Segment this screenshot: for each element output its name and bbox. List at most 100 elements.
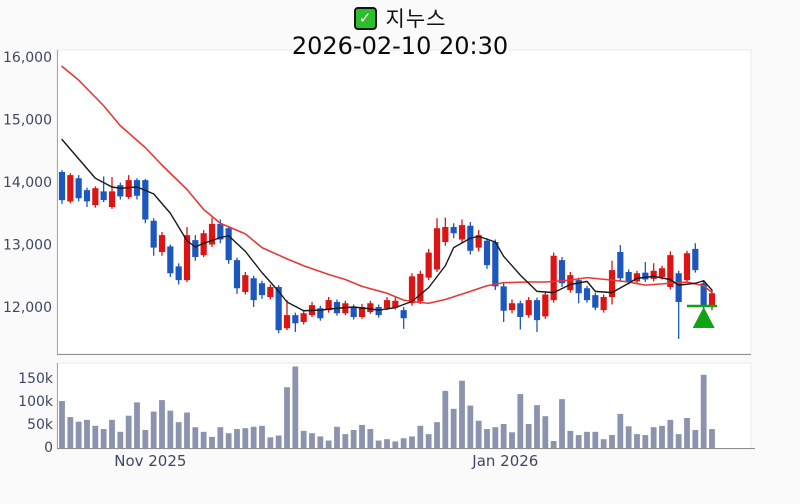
- candle-body: [358, 307, 366, 317]
- candle-body: [525, 300, 532, 316]
- volume-bar: [217, 427, 224, 448]
- volume-bar: [300, 430, 307, 448]
- volume-bar: [100, 429, 107, 448]
- candle-body: [208, 223, 216, 245]
- candle-body: [617, 252, 624, 279]
- candle-body: [350, 307, 357, 317]
- candle-body: [100, 191, 107, 201]
- volume-bar: [517, 394, 524, 448]
- candle-body: [150, 220, 157, 248]
- volume-bar: [250, 426, 257, 448]
- candle-body: [217, 223, 224, 240]
- volume-bar: [367, 429, 374, 448]
- volume-bar: [567, 430, 574, 448]
- volume-bar: [109, 419, 115, 448]
- candle-body: [683, 253, 691, 281]
- price-tick-label: 13,000: [3, 238, 52, 254]
- volume-bar: [242, 428, 249, 448]
- volume-bar: [542, 416, 549, 448]
- candle-body: [558, 260, 566, 284]
- volume-bar: [175, 422, 182, 448]
- volume-bar: [359, 424, 365, 448]
- candle-body: [692, 248, 699, 271]
- volume-bar: [267, 437, 274, 448]
- volume-bar: [634, 434, 640, 448]
- candle-body: [375, 307, 382, 316]
- volume-bar: [600, 439, 607, 448]
- volume-bar: [350, 429, 357, 448]
- volume-bar: [700, 374, 707, 448]
- price-tick-label: 12,000: [3, 300, 52, 316]
- volume-bar: [459, 380, 465, 448]
- volume-bar: [200, 431, 207, 448]
- candle-body: [292, 315, 299, 324]
- volume-bar: [84, 419, 90, 448]
- volume-bar: [59, 401, 65, 448]
- candle-body: [492, 242, 499, 287]
- candle-body: [200, 233, 207, 256]
- candle-body: [183, 235, 191, 281]
- candle-body: [608, 270, 616, 297]
- candle-body: [567, 275, 574, 291]
- candle-body: [483, 240, 491, 266]
- candle-body: [425, 252, 432, 278]
- candle-body: [158, 235, 166, 252]
- candle-body: [400, 310, 407, 319]
- volume-bar: [400, 438, 407, 448]
- candle-body: [417, 273, 424, 302]
- checked-checkbox-icon: ✓: [353, 6, 377, 30]
- candle-body: [592, 295, 599, 308]
- candle-body: [575, 280, 582, 294]
- candle-body: [383, 300, 391, 309]
- candle-body: [708, 293, 716, 306]
- volume-bar: [425, 434, 432, 448]
- volume-bar: [275, 435, 282, 448]
- candle-body: [517, 303, 524, 317]
- candle-body: [75, 178, 82, 199]
- volume-bar: [92, 425, 99, 448]
- volume-bar: [334, 426, 340, 448]
- volume-bar: [659, 425, 665, 448]
- volume-bar: [417, 425, 424, 448]
- volume-bar: [392, 441, 399, 448]
- volume-bar: [384, 439, 390, 448]
- candle-body: [700, 283, 707, 307]
- volume-tick-label: 50k: [27, 417, 54, 433]
- candle-body: [650, 270, 657, 279]
- volume-bar: [617, 413, 624, 448]
- stock-title: 지누스: [385, 7, 447, 31]
- volume-bar: [134, 402, 140, 448]
- volume-bar: [609, 435, 615, 448]
- volume-bar: [692, 429, 699, 448]
- volume-bar: [142, 429, 149, 448]
- volume-bar: [625, 426, 632, 448]
- candle-body: [458, 225, 466, 240]
- volume-bar: [225, 433, 232, 448]
- candle-body: [58, 172, 66, 201]
- volume-bar: [67, 417, 74, 448]
- candle-body: [625, 272, 632, 282]
- volume-tick-label: 0: [44, 440, 53, 456]
- volume-bar: [500, 424, 507, 448]
- volume-bar: [150, 411, 157, 448]
- candle-body: [108, 191, 116, 207]
- volume-bar: [292, 366, 299, 448]
- candle-body: [317, 308, 324, 319]
- volume-bar: [667, 419, 674, 448]
- volume-bar: [409, 436, 415, 448]
- candle-body: [475, 235, 482, 248]
- volume-bar: [325, 440, 332, 448]
- x-axis-month-label: Nov 2025: [114, 452, 186, 470]
- title-row: ✓ 지누스: [0, 6, 800, 31]
- candle-body: [583, 288, 591, 301]
- candle-body: [667, 255, 674, 287]
- volume-bar: [534, 405, 540, 448]
- volume-bar: [192, 427, 199, 448]
- volume-bar: [342, 434, 349, 448]
- price-tick-label: 16,000: [3, 50, 52, 66]
- volume-bar: [117, 431, 124, 448]
- candle-body: [533, 300, 541, 321]
- candle-body: [300, 313, 307, 322]
- candle-body: [633, 273, 641, 282]
